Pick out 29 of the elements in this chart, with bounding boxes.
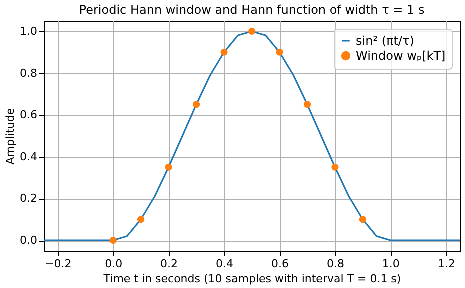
y-tick-label: 0.0 <box>20 234 38 248</box>
point <box>248 28 256 35</box>
y-axis-title: Amplitude <box>4 108 18 165</box>
y-tick-label: 0.6 <box>20 108 38 122</box>
point <box>165 164 172 171</box>
point <box>138 216 145 224</box>
point <box>359 216 366 224</box>
y-tick-label: 0.4 <box>20 150 38 164</box>
y-tick-label: 0.2 <box>20 192 38 206</box>
point <box>192 101 200 108</box>
point <box>110 237 117 244</box>
x-tick-label: 1.0 <box>382 258 400 270</box>
chart-title: Periodic Hann window and Hann function of width τ = 1 s <box>79 3 425 17</box>
x-tick-label: 0.0 <box>105 258 123 270</box>
x-tick-label: 1.2 <box>438 258 456 270</box>
x-tick-label: 0.4 <box>216 258 234 270</box>
legend-label: sin² (πt/τ) <box>356 34 414 48</box>
point <box>276 48 284 56</box>
point <box>220 48 228 56</box>
x-tick-label: 0.6 <box>271 258 289 270</box>
x-tick-label: 0.8 <box>326 258 344 270</box>
x-axis-title: Time t in seconds (10 samples with interval T = 0.1 s) <box>102 272 402 286</box>
x-tick-label: −0.2 <box>45 258 72 270</box>
point <box>304 101 312 108</box>
x-tick-label: 0.2 <box>160 258 178 270</box>
point <box>332 164 339 171</box>
y-tick-label: 0.8 <box>20 66 38 80</box>
legend-label: Window wₚ[kT] <box>356 49 446 63</box>
y-tick-label: 1.0 <box>20 24 38 38</box>
